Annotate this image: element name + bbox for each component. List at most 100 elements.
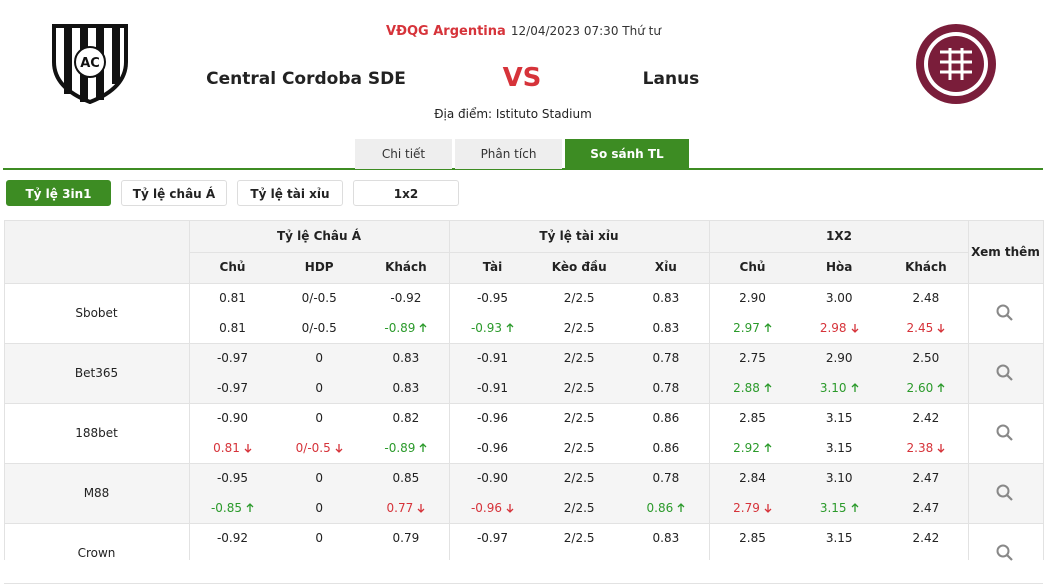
filter-button[interactable]: Tỷ lệ châu Á (121, 180, 227, 206)
odds-value: 0.78 (622, 348, 709, 368)
odds-value: 2.38 (882, 438, 969, 458)
odds-text: -0.97 (216, 351, 249, 365)
bookmaker[interactable]: Sbobet (75, 306, 118, 320)
table-header-bg (4, 220, 1043, 283)
odds-text: 0/-0.5 (295, 441, 331, 455)
odds-text: -0.89 (384, 441, 416, 455)
odds-text: 2/2.5 (563, 381, 595, 395)
odds-text: -0.89 (384, 321, 416, 335)
arrow-down (335, 444, 343, 453)
odds-text: 0.78 (652, 351, 680, 365)
odds-value: -0.89 (362, 438, 449, 458)
search-icon[interactable] (996, 364, 1014, 382)
odds-text: 0/-0.5 (301, 321, 337, 335)
odds-text: 2.97 (733, 321, 760, 335)
odds-text: 2.60 (906, 381, 934, 395)
column-header: HDP (304, 260, 334, 274)
odds-text: 2.42 (912, 411, 940, 425)
odds-text: 0 (315, 531, 323, 545)
away-team[interactable]: Lanus (642, 69, 700, 89)
tab[interactable]: Phân tích (455, 139, 562, 169)
bookmaker[interactable]: M88 (83, 486, 110, 500)
column-header: Xỉu (654, 260, 677, 274)
home-team[interactable]: Central Cordoba SDE (206, 69, 406, 89)
odds-text: 0.86 (652, 411, 680, 425)
odds-value: 2.88 (709, 378, 796, 398)
grid-line (4, 463, 1043, 464)
odds-text: 0.83 (652, 291, 680, 305)
odds-value: 3.15 (796, 438, 883, 458)
odds-value: 0.86 (622, 438, 709, 458)
away-logo (916, 24, 996, 104)
odds-text: 2.79 (733, 501, 760, 515)
bookmaker[interactable]: Bet365 (74, 366, 119, 380)
odds-value: 3.00 (796, 288, 883, 308)
odds-value: 2.85 (709, 408, 796, 428)
odds-value: 0.83 (622, 528, 709, 548)
odds-value: 0.78 (622, 468, 709, 488)
grid-line (4, 220, 1043, 221)
odds-text: 0 (315, 501, 323, 515)
odds-value: 2/2.5 (536, 528, 623, 548)
arrow-up (764, 383, 772, 392)
arrow-up (246, 503, 254, 512)
league[interactable]: VĐQG Argentina (386, 24, 506, 39)
search-icon[interactable] (996, 424, 1014, 442)
arrow-down (937, 324, 945, 333)
arrow-down (244, 444, 252, 453)
odds-value: 2/2.5 (536, 408, 623, 428)
search-icon[interactable] (996, 304, 1014, 322)
odds-text: 0.81 (219, 291, 246, 305)
odds-value: 3.15 (796, 498, 883, 518)
odds-text: 0 (315, 471, 323, 485)
filter-button[interactable]: Tỷ lệ tài xỉu (237, 180, 343, 206)
odds-text: 2/2.5 (563, 351, 595, 365)
bookmaker[interactable]: 188bet (75, 426, 118, 440)
grid-line (4, 343, 1043, 344)
arrow-up (419, 443, 427, 452)
tab[interactable]: Chi tiết (355, 139, 452, 169)
bookmaker[interactable]: Crown (77, 546, 116, 560)
filter-button[interactable]: 1x2 (353, 180, 459, 206)
odds-text: -0.95 (216, 471, 249, 485)
odds-value: -0.97 (189, 348, 276, 368)
arrow-up (677, 503, 685, 512)
arrow-down (764, 504, 772, 513)
odds-value: 2.47 (882, 498, 969, 518)
odds-text: 0.83 (652, 531, 680, 545)
odds-text: 0 (315, 351, 323, 365)
arrow-up (764, 443, 772, 452)
column-header: Khách (905, 260, 947, 274)
odds-text: 0.81 (219, 321, 246, 335)
odds-value: 3.10 (796, 378, 883, 398)
odds-text: 2.92 (733, 441, 760, 455)
venue: Địa điểm: Istituto Stadium (434, 107, 592, 121)
odds-value: 2.92 (709, 438, 796, 458)
grid-line (968, 220, 969, 560)
row-bg (4, 463, 1043, 523)
odds-text: 2/2.5 (563, 531, 595, 545)
column-header: Hòa (825, 260, 853, 274)
odds-value: 2.45 (882, 318, 969, 338)
odds-value: -0.90 (449, 468, 536, 488)
odds-value: 0.81 (189, 318, 276, 338)
odds-value: -0.97 (189, 378, 276, 398)
search-icon[interactable] (996, 544, 1014, 562)
odds-text: -0.96 (476, 411, 509, 425)
filter-button[interactable]: Tỷ lệ 3in1 (6, 180, 111, 206)
search-icon[interactable] (996, 484, 1014, 502)
odds-value: 0.77 (362, 498, 449, 518)
odds-value: 0.83 (362, 348, 449, 368)
tab[interactable]: So sánh TL (565, 139, 689, 169)
column-header: Tài (482, 260, 503, 274)
odds-value: 2/2.5 (536, 498, 623, 518)
odds-value: 2.98 (796, 318, 883, 338)
odds-value: 2.84 (709, 468, 796, 488)
odds-text: -0.95 (476, 291, 509, 305)
grid-line (449, 220, 450, 560)
svg-text:AC: AC (80, 56, 100, 71)
odds-value: 2/2.5 (536, 468, 623, 488)
odds-text: 2.45 (906, 321, 934, 335)
odds-text: 0.83 (392, 351, 420, 365)
odds-text: 2.84 (739, 471, 766, 485)
